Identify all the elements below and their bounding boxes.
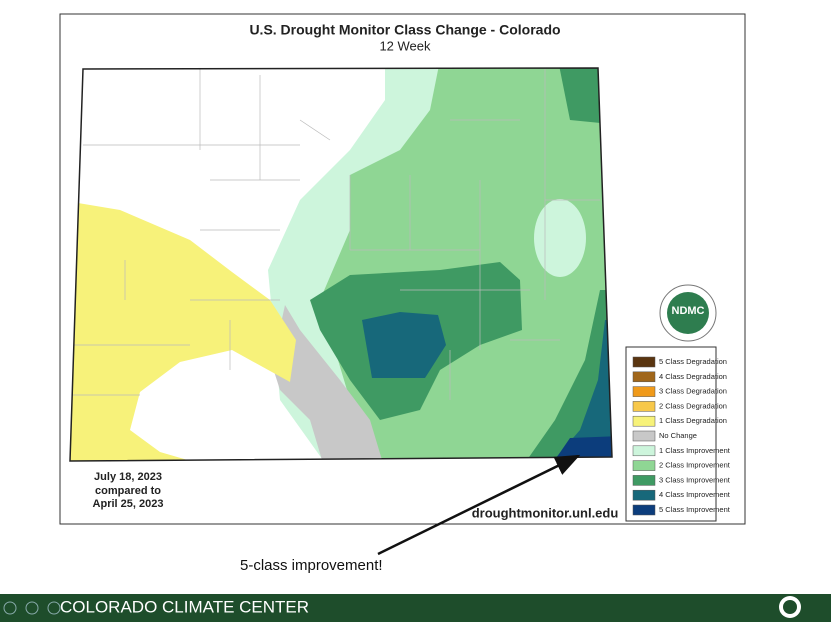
legend-label: No Change [659,431,697,440]
state-border [69,67,613,462]
legend: 5 Class Degradation 4 Class Degradation 3 … [632,356,731,516]
map-subtitle: 12 Week [379,38,431,53]
annotation: 5-class improvement! [240,557,383,574]
legend-label: 5 Class Degradation [659,357,727,366]
legend-label: 4 Class Degradation [659,372,727,381]
logo-text: NDMC [672,305,705,317]
legend-label: 1 Class Degradation [659,416,727,425]
footer-bar [0,594,831,622]
logo [667,292,709,334]
nav-icon[interactable] [3,601,17,615]
arrow [377,454,581,556]
legend-swatch [632,489,656,501]
legend-label: 3 Class Improvement [659,475,731,484]
legend-label: 2 Class Degradation [659,401,727,410]
footer-brand: COLORADO CLIMATE CENTER [60,597,309,616]
legend-swatch [632,460,656,471]
legend-swatch [632,356,656,368]
legend-swatch [632,445,656,457]
legend-label: 1 Class Improvement [659,446,731,455]
legend-swatch [632,415,656,427]
source-url: droughtmonitor.unl.edu [472,505,619,520]
legend-label: 3 Class Degradation [659,387,727,396]
legend-label: 2 Class Improvement [659,461,731,470]
map-title: U.S. Drought Monitor Class Change - Colo… [249,22,560,38]
legend-label: 5 Class Improvement [659,505,731,514]
legend-swatch [632,386,656,397]
legend-swatch [632,504,656,516]
nav-icon[interactable] [25,601,39,615]
nav-icon[interactable] [47,601,61,615]
legend-swatch [632,475,656,486]
legend-swatch [632,371,656,383]
date-line: compared to [95,485,161,497]
date-line: July 18, 2023 [94,471,162,483]
legend-label: 4 Class Improvement [659,490,731,499]
date-line: April 25, 2023 [93,498,164,510]
footer-logo-inner [783,600,797,614]
legend-swatch [632,401,656,412]
state-map [70,68,612,461]
legend-swatch [632,430,656,442]
